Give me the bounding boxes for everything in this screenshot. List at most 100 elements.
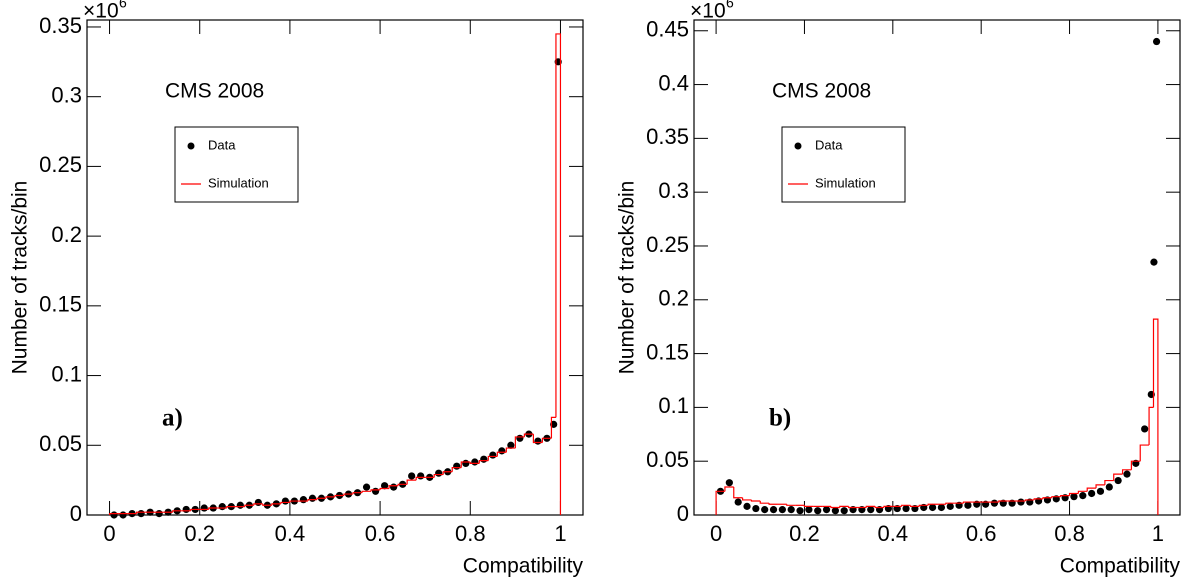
y-tick-label: 0.35	[646, 124, 689, 149]
y-tick-label: 0.25	[646, 232, 689, 257]
x-tick-label: 0.6	[365, 521, 396, 546]
histogram-bin	[550, 416, 556, 439]
legend-label: Data	[815, 137, 843, 152]
x-tick-label: 0.8	[1054, 521, 1085, 546]
y-multiplier-exponent: 6	[119, 0, 127, 11]
data-point	[840, 507, 848, 515]
x-tick-label: 0	[710, 521, 722, 546]
histogram-bin	[1051, 496, 1061, 498]
data-point	[734, 498, 742, 506]
histogram-bin	[190, 508, 200, 511]
data-point	[928, 503, 937, 512]
plot-frame	[86, 19, 584, 516]
data-point	[814, 507, 822, 515]
histogram-bin	[244, 504, 254, 507]
histogram-bin	[487, 455, 498, 461]
histogram-bin	[1152, 318, 1159, 515]
histogram-bin	[759, 501, 770, 504]
data-point	[516, 434, 524, 442]
data-point	[381, 482, 389, 490]
histogram-bin	[715, 490, 725, 515]
legend-label: Data	[208, 137, 236, 152]
y-multiplier-exponent: 6	[726, 0, 734, 11]
histogram-bin	[460, 461, 471, 468]
histogram-bin	[316, 497, 326, 500]
histogram-bin	[1033, 498, 1044, 500]
data-point	[1070, 493, 1078, 501]
legend-label: Simulation	[815, 175, 876, 190]
data-point	[725, 479, 733, 487]
histogram-bin	[742, 497, 752, 501]
histogram-bin	[962, 501, 973, 504]
data-point	[831, 507, 839, 515]
data-point	[1096, 487, 1105, 495]
histogram-bin	[848, 506, 858, 509]
data-point	[218, 503, 226, 511]
y-multiplier: ×10	[690, 0, 726, 23]
data-point	[534, 437, 542, 445]
histogram-bin	[1042, 497, 1052, 499]
data-point	[937, 503, 946, 512]
histogram-bin	[334, 494, 345, 497]
histogram-bin	[352, 492, 363, 495]
data-point	[137, 510, 145, 518]
histogram-bin	[397, 483, 408, 486]
y-axis-label: Number of tracks/bin	[9, 181, 32, 375]
data-point	[902, 504, 910, 513]
legend-label: Simulation	[208, 175, 269, 190]
histogram-bin	[478, 460, 489, 464]
data-point	[1088, 489, 1096, 498]
histogram-bin	[1113, 473, 1123, 481]
y-tick-label: 0.45	[646, 17, 689, 42]
histogram-bin	[1139, 444, 1150, 462]
legend-swatch	[794, 142, 802, 150]
y-tick-label: 0	[677, 501, 689, 526]
x-tick-label: 0.2	[789, 521, 820, 546]
y-tick-label: 0	[70, 501, 82, 526]
histogram-bin	[927, 503, 937, 506]
y-tick-label: 0.15	[646, 339, 689, 364]
histogram-bin	[1060, 495, 1070, 497]
panel-label: b)	[769, 405, 791, 432]
data-point	[796, 507, 804, 515]
histogram-bin	[523, 433, 534, 437]
histogram-bin	[325, 496, 335, 499]
data-point	[200, 504, 208, 512]
plot-frame	[693, 19, 1181, 516]
histogram-bin	[1130, 460, 1141, 470]
y-tick-label: 0.35	[39, 13, 82, 38]
data-point	[182, 505, 190, 514]
histogram-bin	[901, 504, 911, 507]
panel: 0 0.05 0.1 0.15 0.2 0.25 0.3 0.35 0.4 0.45 0 0.2 0.4…	[616, 0, 1181, 578]
x-tick-label: 1	[554, 521, 566, 546]
data-point	[752, 504, 760, 513]
data-point	[110, 511, 118, 519]
data-point	[1017, 498, 1025, 506]
data-point	[822, 506, 831, 514]
data-point	[408, 472, 416, 480]
data-point	[362, 483, 371, 491]
histogram-bin	[136, 511, 146, 514]
x-tick-label: 0.4	[275, 521, 306, 546]
y-tick-label: 0.2	[658, 286, 689, 311]
histogram-bin	[271, 503, 281, 506]
y-tick-label: 0.1	[51, 361, 82, 386]
histogram-bin	[874, 506, 884, 509]
histogram-bin	[514, 436, 525, 449]
y-multiplier: ×10	[83, 0, 119, 23]
data-point	[371, 487, 380, 495]
panel-label: a)	[162, 405, 183, 432]
histogram-bin	[1121, 469, 1132, 475]
data-point	[435, 469, 443, 477]
data-point	[236, 501, 244, 509]
y-tick-label: 0.4	[658, 70, 689, 95]
data-point	[805, 506, 813, 514]
histogram-bin	[379, 487, 390, 490]
data-point	[1152, 37, 1161, 46]
histogram-bin	[433, 473, 444, 478]
histogram-bin	[768, 503, 778, 505]
annotation: CMS 2008	[165, 80, 264, 103]
histogram-bin	[406, 479, 417, 485]
histogram-bin	[909, 505, 920, 507]
histogram-bin	[289, 500, 299, 503]
